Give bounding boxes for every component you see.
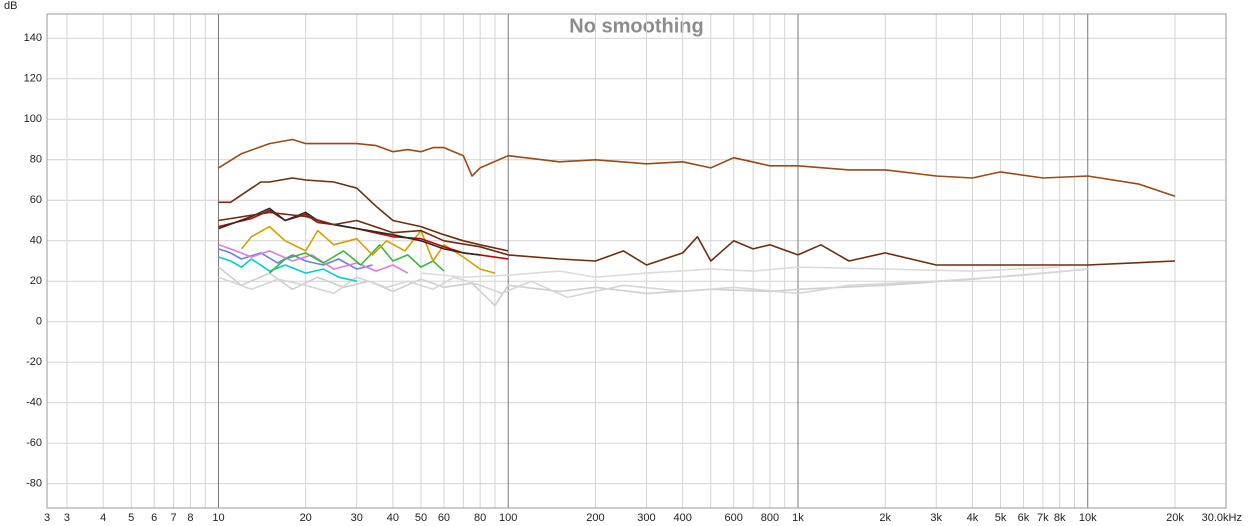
y-tick-label: 100 bbox=[24, 113, 42, 125]
x-tick-label: 50 bbox=[415, 512, 427, 524]
x-tick-label: 600 bbox=[725, 512, 743, 524]
x-tick-label: 8k bbox=[1054, 512, 1066, 524]
series-line bbox=[218, 211, 1176, 266]
y-tick-label: 20 bbox=[30, 275, 42, 287]
series-line bbox=[218, 248, 373, 270]
y-tick-label: 60 bbox=[30, 194, 42, 206]
x-tick-label: 5k bbox=[995, 512, 1007, 524]
x-tick-label: 10 bbox=[212, 512, 224, 524]
x-tick-label: 20 bbox=[300, 512, 312, 524]
x-tick-label: 6k bbox=[1018, 512, 1030, 524]
series-line bbox=[268, 244, 445, 274]
x-tick-label: 30.0kHz bbox=[1202, 512, 1242, 524]
series-line bbox=[218, 268, 1088, 299]
x-tick-label: 2k bbox=[879, 512, 891, 524]
x-tick-label: 3 bbox=[44, 512, 50, 524]
x-tick-label: 5 bbox=[128, 512, 134, 524]
y-tick-label: 40 bbox=[30, 235, 42, 247]
x-tick-label: 4 bbox=[100, 512, 106, 524]
x-tick-label: 30 bbox=[351, 512, 363, 524]
y-tick-label: -40 bbox=[26, 397, 42, 409]
series-line bbox=[218, 244, 409, 274]
y-tick-label: -60 bbox=[26, 437, 42, 449]
series-line bbox=[218, 177, 509, 252]
x-tick-label: 100 bbox=[499, 512, 517, 524]
x-tick-label: 40 bbox=[387, 512, 399, 524]
y-tick-label: 80 bbox=[30, 154, 42, 166]
x-tick-label: 20k bbox=[1166, 512, 1184, 524]
series-line bbox=[420, 266, 1060, 278]
y-tick-label: 120 bbox=[24, 73, 42, 85]
x-tick-label: 80 bbox=[474, 512, 486, 524]
x-tick-label: 7 bbox=[171, 512, 177, 524]
x-tick-label: 200 bbox=[586, 512, 604, 524]
y-tick-label: -20 bbox=[26, 356, 42, 368]
series-line bbox=[218, 256, 357, 282]
x-tick-label: 60 bbox=[438, 512, 450, 524]
x-tick-label: 7k bbox=[1037, 512, 1049, 524]
plot-area bbox=[46, 13, 1227, 509]
x-tick-label: 300 bbox=[637, 512, 655, 524]
series-line bbox=[218, 138, 1176, 197]
x-tick-label: 800 bbox=[761, 512, 779, 524]
y-tick-label: 0 bbox=[36, 316, 42, 328]
x-tick-label: 1k bbox=[792, 512, 804, 524]
x-tick-label: 400 bbox=[674, 512, 692, 524]
x-tick-label: 3 bbox=[64, 512, 70, 524]
y-unit: dB bbox=[4, 0, 17, 12]
chart-title: No smoothing bbox=[569, 15, 703, 37]
plot-frame bbox=[46, 13, 1227, 509]
y-tick-label: 140 bbox=[24, 32, 42, 44]
x-tick-label: 4k bbox=[967, 512, 979, 524]
x-tick-label: 6 bbox=[151, 512, 157, 524]
x-tick-label: 10k bbox=[1079, 512, 1097, 524]
x-tick-label: 3k bbox=[930, 512, 942, 524]
series-line bbox=[218, 266, 1088, 307]
y-tick-label: -80 bbox=[26, 478, 42, 490]
x-tick-label: 8 bbox=[187, 512, 193, 524]
